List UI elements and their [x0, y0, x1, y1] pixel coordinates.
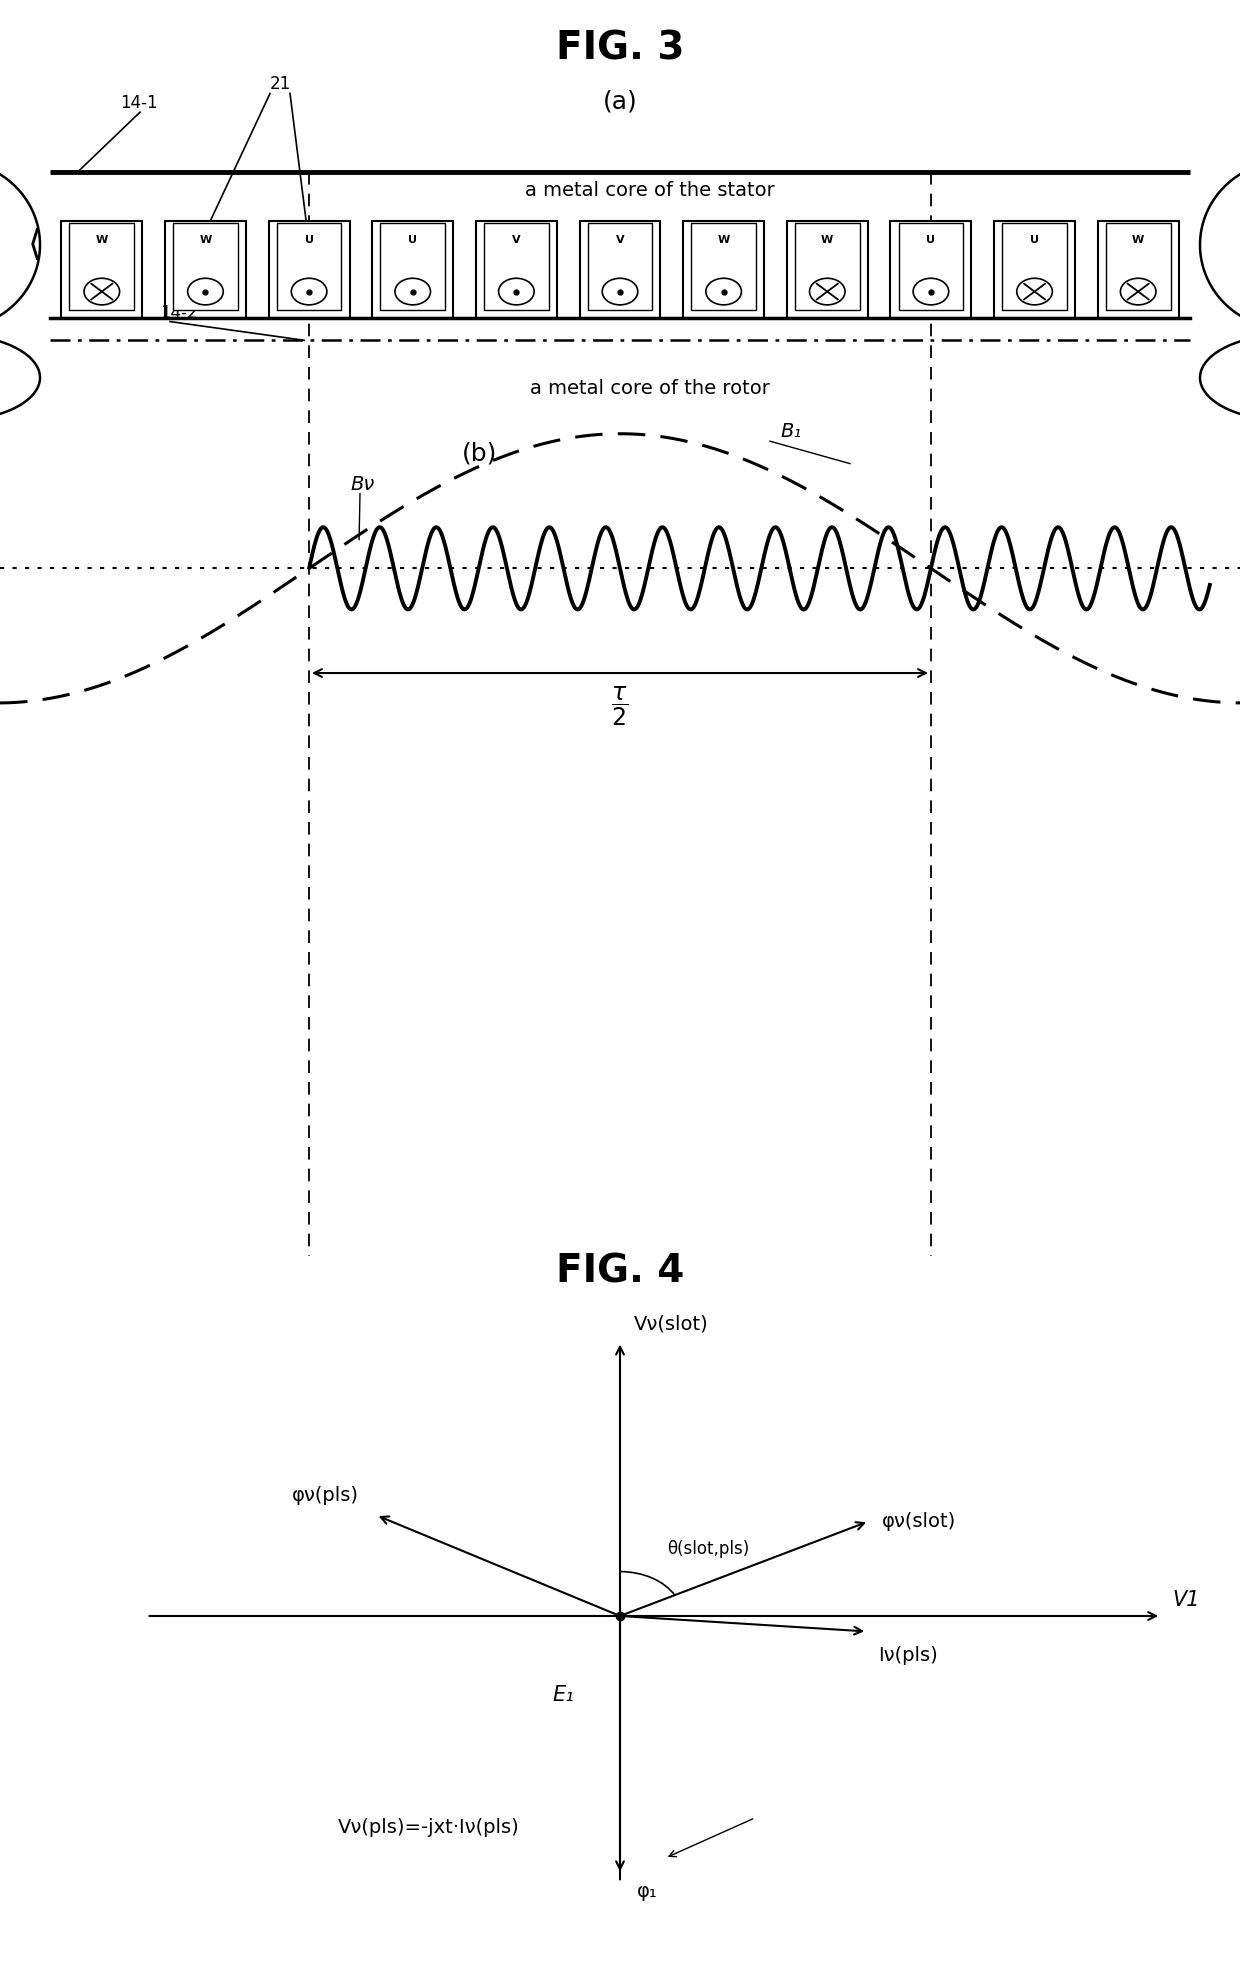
Text: a metal core of the stator: a metal core of the stator	[525, 181, 775, 200]
Bar	[994, 220, 1075, 318]
Text: φν(pls): φν(pls)	[293, 1486, 360, 1506]
Text: Vν(slot): Vν(slot)	[634, 1315, 708, 1333]
Bar	[795, 222, 859, 310]
Text: W: W	[95, 236, 108, 245]
Circle shape	[1017, 279, 1053, 304]
Text: Iν(pls): Iν(pls)	[878, 1647, 939, 1665]
Circle shape	[603, 279, 637, 304]
Text: a metal core of the rotor: a metal core of the rotor	[529, 379, 770, 398]
Circle shape	[498, 279, 534, 304]
Text: 21: 21	[269, 75, 290, 94]
Bar	[1002, 222, 1066, 310]
Bar	[692, 222, 756, 310]
Text: W: W	[1132, 236, 1145, 245]
Bar	[899, 222, 963, 310]
Text: W: W	[200, 236, 212, 245]
Text: $\dfrac{\tau}{2}$: $\dfrac{\tau}{2}$	[611, 685, 629, 728]
Bar	[69, 222, 134, 310]
Circle shape	[810, 279, 844, 304]
Circle shape	[84, 279, 119, 304]
Text: FIG. 3: FIG. 3	[556, 29, 684, 69]
Text: V: V	[512, 236, 521, 245]
Text: W: W	[718, 236, 730, 245]
Text: B₁: B₁	[780, 422, 801, 442]
Text: E₁: E₁	[553, 1684, 574, 1704]
Circle shape	[1121, 279, 1156, 304]
Circle shape	[396, 279, 430, 304]
Bar	[787, 220, 868, 318]
Text: V: V	[616, 236, 624, 245]
Bar	[277, 222, 341, 310]
Bar	[1097, 220, 1178, 318]
Bar	[372, 220, 453, 318]
Text: 14-1: 14-1	[120, 94, 157, 112]
Text: φ₁: φ₁	[637, 1883, 657, 1902]
Text: FIG. 4: FIG. 4	[556, 1252, 684, 1292]
Text: (b): (b)	[463, 442, 497, 465]
Bar	[890, 220, 971, 318]
Circle shape	[187, 279, 223, 304]
Bar	[484, 222, 548, 310]
Text: Bν: Bν	[350, 475, 374, 493]
Circle shape	[706, 279, 742, 304]
Bar	[174, 222, 238, 310]
Text: U: U	[926, 236, 935, 245]
Text: W: W	[821, 236, 833, 245]
Text: V1: V1	[1172, 1590, 1200, 1610]
Text: ⟨: ⟨	[29, 228, 42, 261]
Text: Vν(pls)=-jxt·Iν(pls): Vν(pls)=-jxt·Iν(pls)	[339, 1818, 520, 1837]
Circle shape	[913, 279, 949, 304]
Bar	[381, 222, 445, 310]
Bar	[579, 220, 661, 318]
Bar	[269, 220, 350, 318]
Bar	[476, 220, 557, 318]
Circle shape	[291, 279, 327, 304]
Text: U: U	[408, 236, 417, 245]
Bar	[62, 220, 143, 318]
Text: (a): (a)	[603, 90, 637, 114]
Bar	[683, 220, 764, 318]
Text: U: U	[305, 236, 314, 245]
Text: φν(slot): φν(slot)	[883, 1512, 956, 1531]
Text: 14-2: 14-2	[160, 304, 197, 322]
Bar	[588, 222, 652, 310]
Text: θ(slot,pls): θ(slot,pls)	[667, 1539, 750, 1559]
Text: U: U	[1030, 236, 1039, 245]
Bar	[1106, 222, 1171, 310]
Bar	[165, 220, 246, 318]
